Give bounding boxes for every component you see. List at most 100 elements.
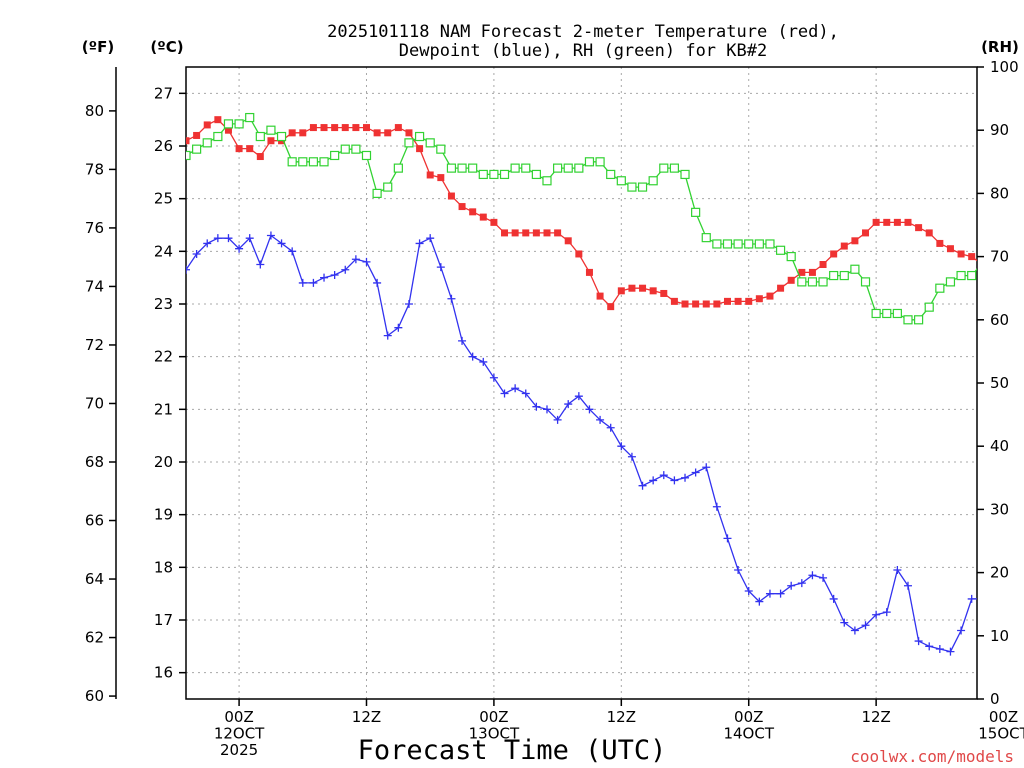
data-point-temperature [702,300,710,308]
data-point-rh [989,234,997,242]
data-point-dewpoint [186,265,190,274]
data-point-dewpoint [542,405,551,414]
time-tick-label: 00Z [224,708,253,726]
data-point-rh [680,169,690,180]
data-point-temperature [649,287,657,295]
data-point-dewpoint [203,239,212,248]
data-point-dewpoint [872,610,881,619]
fahrenheit-tick-label: 80 [85,102,104,120]
data-point-dewpoint [532,402,541,411]
data-point-rh [935,283,945,293]
data-point-temperature [309,124,317,132]
data-point-rh [245,112,255,123]
data-point-temperature [384,129,392,137]
celsius-tick-label: 23 [154,295,173,313]
time-tick-label: 12Z [607,708,636,726]
data-point-temperature [394,124,402,132]
data-point-rh [797,277,807,287]
data-point-dewpoint [596,415,605,424]
data-point-temperature [299,129,307,137]
rh-tick-label: 100 [990,58,1019,76]
data-point-dewpoint [840,618,849,627]
rh-tick-label: 30 [990,500,1009,518]
data-point-rh [531,169,541,180]
data-point-rh [499,169,510,180]
fahrenheit-tick-label: 76 [85,219,104,237]
fahrenheit-tick-label: 60 [85,687,104,705]
data-point-temperature [681,300,689,308]
celsius-tick-label: 25 [154,190,173,208]
data-point-rh [860,277,871,287]
data-point-rh [234,119,244,129]
data-point-dewpoint [893,565,902,574]
data-point-temperature [575,250,583,258]
axes [109,66,984,706]
time-tick-label: 00Z [734,708,763,726]
data-point-rh [850,264,860,274]
data-point-dewpoint [702,463,711,472]
data-point-rh [298,157,308,167]
data-point-rh [404,138,414,148]
data-point-temperature [1011,303,1018,310]
data-point-rh [414,131,425,142]
data-point-temperature [341,124,349,132]
data-point-dewpoint [511,384,520,393]
data-point-temperature [224,126,232,134]
data-point-rh [1010,189,1018,197]
fahrenheit-tick-label: 66 [85,512,104,530]
data-point-temperature [532,229,540,237]
data-point-temperature [851,237,859,245]
data-point-rh [637,182,648,192]
data-point-temperature [447,192,455,200]
data-point-temperature [798,268,806,276]
data-point-temperature [186,137,190,145]
data-point-rh [393,163,403,173]
data-point-temperature [808,268,816,276]
data-point-rh [945,277,956,287]
data-point-rh [478,169,488,180]
data-point-temperature [596,292,604,300]
data-point-dewpoint [415,239,424,248]
data-point-rh [330,150,340,161]
data-point-temperature [373,129,381,137]
data-point-dewpoint [458,336,467,345]
fahrenheit-tick-label: 70 [85,394,104,412]
data-point-rh [542,176,552,186]
data-point-dewpoint [935,644,944,653]
fahrenheit-unit-label: (ºF) [82,38,114,56]
data-point-rh [223,119,234,129]
fahrenheit-tick-label: 72 [85,336,104,354]
data-point-temperature [193,131,201,139]
time-tick-label: 15OCT [978,725,1024,743]
data-point-dewpoint [903,581,912,590]
data-point-temperature [723,297,731,305]
rh-tick-label: 0 [990,690,1000,708]
data-point-rh [255,131,265,142]
time-tick-label: 12OCT [214,725,265,743]
celsius-unit-label: (ºC) [150,38,183,56]
data-point-temperature [734,297,742,305]
rh-unit-label: (RH) [981,38,1019,56]
data-point-dewpoint [617,442,626,451]
data-point-temperature [787,276,795,284]
data-point-rh [510,163,520,173]
data-point-rh [213,131,223,142]
data-point-dewpoint [765,589,774,598]
time-tick-label: 00Z [479,708,508,726]
data-point-dewpoint [946,647,955,656]
data-point-rh [595,157,605,167]
data-point-dewpoint [797,579,806,588]
data-point-temperature [925,229,933,237]
data-point-rh [351,144,361,154]
data-point-temperature [755,295,763,303]
data-point-rh [754,239,764,249]
data-point-temperature [522,229,530,237]
data-point-dewpoint [627,452,636,461]
data-point-rh [276,131,287,142]
data-point-dewpoint [978,595,986,603]
data-point-temperature [501,229,509,237]
data-point-rh [924,302,934,312]
data-point-temperature [692,300,700,308]
data-point-temperature [617,287,625,295]
data-point-temperature [777,284,785,292]
